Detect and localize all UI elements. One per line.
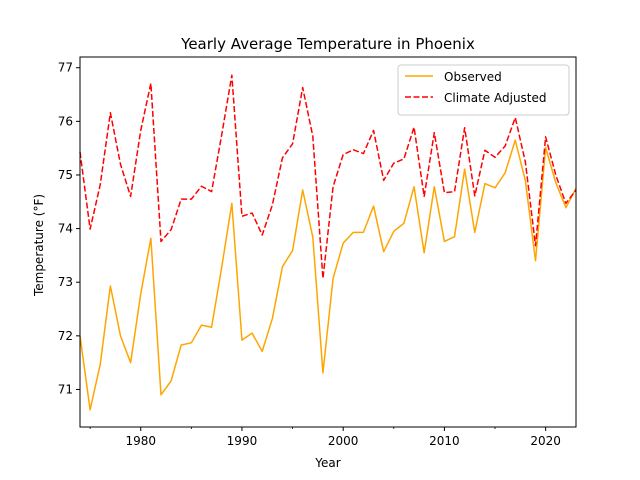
x-tick-label: 1980	[125, 434, 156, 448]
y-tick-label: 75	[58, 168, 73, 182]
y-axis-label: Temperature (°F)	[32, 194, 46, 297]
series-line-observed	[79, 139, 577, 411]
legend-label-observed: Observed	[444, 70, 502, 84]
y-tick-label: 77	[58, 61, 73, 75]
series-line-climate-adjusted	[79, 74, 577, 280]
x-axis-label: Year	[314, 456, 340, 470]
y-axis: 71 72 73 74 75 76 77	[58, 61, 80, 396]
x-tick-label: 2010	[429, 434, 460, 448]
x-tick-label: 1990	[227, 434, 258, 448]
x-tick-label: 2000	[328, 434, 359, 448]
y-tick-label: 73	[58, 275, 73, 289]
legend: Observed Climate Adjusted	[397, 64, 570, 116]
y-tick-label: 76	[58, 114, 73, 128]
x-tick-label: 2020	[530, 434, 561, 448]
chart-title: Yearly Average Temperature in Phoenix	[180, 35, 475, 53]
axes-frame	[79, 56, 577, 428]
y-tick-label: 72	[58, 329, 73, 343]
legend-label-climate-adjusted: Climate Adjusted	[444, 91, 547, 105]
legend-box	[397, 64, 570, 116]
x-axis: 1980 1990 2000 2010 2020	[89, 427, 561, 448]
series-group	[79, 74, 577, 411]
plot-area: 1980 1990 2000 2010 2020 71 72 73 74 75 76 77	[58, 56, 577, 448]
y-tick-label: 74	[58, 222, 73, 236]
y-tick-label: 71	[58, 382, 73, 396]
